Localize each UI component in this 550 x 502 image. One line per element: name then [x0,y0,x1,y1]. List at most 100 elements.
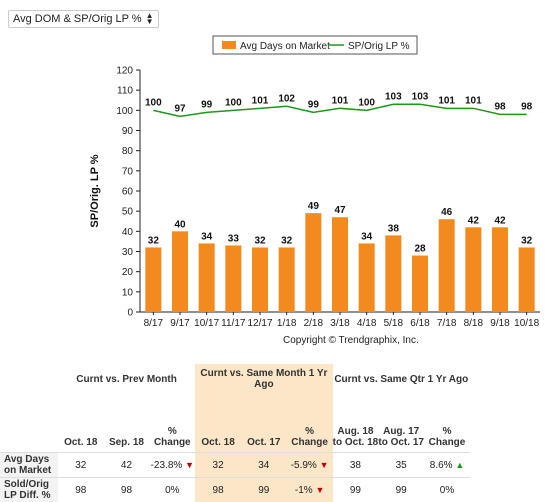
line-value-label: 101 [252,95,269,106]
bar [439,219,455,312]
bar [332,217,348,312]
bar [252,247,268,312]
bar [492,227,508,312]
line-value-label: 98 [521,101,533,112]
x-tick-label: 2/18 [304,318,324,329]
y-tick-label: 60 [122,187,134,198]
bar [145,247,161,312]
line-value-label: 101 [465,95,482,106]
bar-value-label: 42 [468,215,480,226]
table-cell: -23.8% ▼ [149,453,195,478]
x-tick-label: 9/17 [170,318,190,329]
col-header: % Change [287,394,333,453]
y-tick-label: 80 [122,146,134,157]
table-cell: 0% [424,478,470,502]
x-tick-label: 10/17 [194,318,219,329]
bar-value-label: 32 [281,235,293,246]
down-arrow-icon: ▼ [315,485,324,495]
table-row: Sold/Orig LP Diff. % 98 98 0% 98 99 -1% … [0,478,470,502]
bar-value-label: 40 [174,219,186,230]
table-cell: 99 [378,478,424,502]
comparison-table: Curnt vs. Prev Month Curnt vs. Same Mont… [0,364,470,502]
line-value-label: 99 [201,99,213,110]
x-tick-label: 10/18 [514,318,539,329]
corner-cell [0,364,58,394]
table-cell: 42 [104,453,150,478]
table-cell: -5.9% ▼ [287,453,333,478]
bar-value-label: 34 [361,231,373,242]
up-arrow-icon: ▲ [455,460,464,470]
table-cell: 34 [241,453,287,478]
y-tick-label: 90 [122,126,134,137]
x-tick-label: 8/18 [464,318,484,329]
x-tick-label: 7/18 [437,318,457,329]
bar-value-label: 32 [254,235,266,246]
bar [385,235,401,312]
y-tick-label: 10 [122,287,134,298]
row-label: Sold/Orig LP Diff. % [0,478,58,502]
bar-value-label: 28 [414,244,426,255]
y-tick-label: 120 [116,66,133,77]
bar-value-label: 33 [228,233,240,244]
bar [305,213,321,312]
table-cell: 0% [149,478,195,502]
table-cell: 98 [58,478,104,502]
y-tick-label: 110 [117,86,133,97]
x-tick-label: 12/17 [247,318,272,329]
x-tick-label: 1/18 [277,318,297,329]
col-header: Oct. 18 [58,394,104,453]
bar-value-label: 46 [441,207,453,218]
down-arrow-icon: ▼ [320,460,329,470]
bar [519,247,535,312]
col-header: Sep. 18 [104,394,150,453]
bar-value-label: 49 [308,201,320,212]
bar-value-label: 47 [334,205,346,216]
updown-arrows-icon: ▲▼ [146,13,154,25]
x-tick-label: 6/18 [410,318,430,329]
line-value-label: 102 [278,93,295,104]
line-value-label: 101 [332,95,349,106]
bar [279,247,295,312]
x-tick-label: 3/18 [330,318,350,329]
bar [225,245,241,312]
line-value-label: 98 [494,101,506,112]
x-tick-label: 5/18 [384,318,404,329]
line-value-label: 100 [225,97,242,108]
table-cell: 38 [333,453,379,478]
metric-selector-label: Avg DOM & SP/Orig LP % [13,13,142,25]
bar [359,243,375,312]
col-header: Aug. 17 to Oct. 17 [378,394,424,453]
col-header: Aug. 18 to Oct. 18 [333,394,379,453]
x-tick-label: 9/18 [490,318,510,329]
table-cell: 35 [378,453,424,478]
row-label: Avg Days on Market [0,453,58,478]
table-cell: 8.6% ▲ [424,453,470,478]
line-value-label: 101 [438,95,455,106]
bar [412,256,428,312]
line-value-label: 99 [308,99,320,110]
y-tick-label: 0 [127,308,133,319]
y-axis-label: SP/Orig. LP % [89,154,101,227]
col-header: % Change [424,394,470,453]
line-value-label: 100 [358,97,375,108]
y-tick-label: 50 [122,207,134,218]
bar [172,231,188,312]
corner-cell [0,394,58,453]
table-cell: 32 [195,453,241,478]
legend-entry-bar: Avg Days on Market [240,41,330,52]
x-tick-label: 8/17 [144,318,164,329]
bar-value-label: 34 [201,231,213,242]
table-cell: -1% ▼ [287,478,333,502]
group-header-prev-month: Curnt vs. Prev Month [58,364,195,394]
legend-bar-swatch [222,41,236,49]
bar-value-label: 32 [521,235,533,246]
bar-value-label: 32 [148,235,160,246]
col-header: % Change [149,394,195,453]
y-tick-label: 30 [122,247,134,258]
line-value-label: 103 [385,91,402,102]
table-row: Avg Days on Market 32 42 -23.8% ▼ 32 34 … [0,453,470,478]
legend-entry-line: SP/Orig LP % [348,41,410,52]
metric-selector[interactable]: Avg DOM & SP/Orig LP % ▲▼ [8,10,159,28]
table-cell: 98 [195,478,241,502]
